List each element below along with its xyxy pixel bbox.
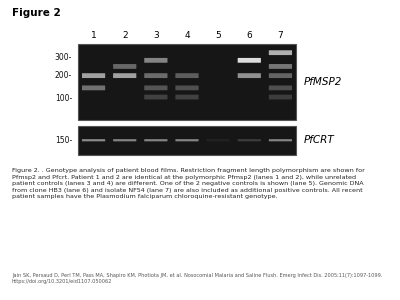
FancyBboxPatch shape (269, 85, 292, 90)
Text: 6: 6 (246, 32, 252, 40)
Text: PfCRT: PfCRT (304, 135, 335, 145)
FancyBboxPatch shape (113, 139, 136, 141)
Text: 100-: 100- (55, 94, 72, 103)
FancyBboxPatch shape (113, 64, 136, 69)
FancyBboxPatch shape (82, 85, 105, 90)
Text: 3: 3 (153, 32, 159, 40)
Text: 2: 2 (122, 32, 128, 40)
Text: 200-: 200- (55, 71, 72, 80)
Text: PfMSP2: PfMSP2 (304, 77, 342, 87)
FancyBboxPatch shape (269, 73, 292, 78)
FancyBboxPatch shape (144, 139, 168, 141)
FancyBboxPatch shape (82, 139, 105, 141)
FancyBboxPatch shape (144, 85, 168, 90)
Text: Figure 2. . Genotype analysis of patient blood films. Restriction fragment lengt: Figure 2. . Genotype analysis of patient… (12, 168, 365, 200)
Text: Figure 2: Figure 2 (12, 8, 61, 17)
FancyBboxPatch shape (144, 58, 168, 63)
Text: 7: 7 (278, 32, 283, 40)
FancyBboxPatch shape (238, 139, 261, 141)
Text: 4: 4 (184, 32, 190, 40)
FancyBboxPatch shape (269, 139, 292, 141)
Text: 1: 1 (91, 32, 96, 40)
Text: 150-: 150- (55, 136, 72, 145)
FancyBboxPatch shape (175, 139, 199, 141)
FancyBboxPatch shape (175, 85, 199, 90)
FancyBboxPatch shape (269, 94, 292, 100)
FancyBboxPatch shape (78, 44, 296, 120)
Text: 5: 5 (215, 32, 221, 40)
FancyBboxPatch shape (113, 73, 136, 78)
FancyBboxPatch shape (269, 50, 292, 55)
FancyBboxPatch shape (82, 73, 105, 78)
FancyBboxPatch shape (175, 73, 199, 78)
FancyBboxPatch shape (238, 58, 261, 63)
Text: 300-: 300- (55, 53, 72, 62)
FancyBboxPatch shape (78, 126, 296, 154)
FancyBboxPatch shape (238, 73, 261, 78)
FancyBboxPatch shape (175, 94, 199, 100)
FancyBboxPatch shape (269, 64, 292, 69)
FancyBboxPatch shape (206, 139, 230, 141)
FancyBboxPatch shape (144, 94, 168, 100)
FancyBboxPatch shape (144, 73, 168, 78)
Text: Jain SK, Persaud D, Perl TM, Pass MA, Shapiro KM, Photiota JM, et al. Nosocomial: Jain SK, Persaud D, Perl TM, Pass MA, Sh… (12, 273, 382, 284)
